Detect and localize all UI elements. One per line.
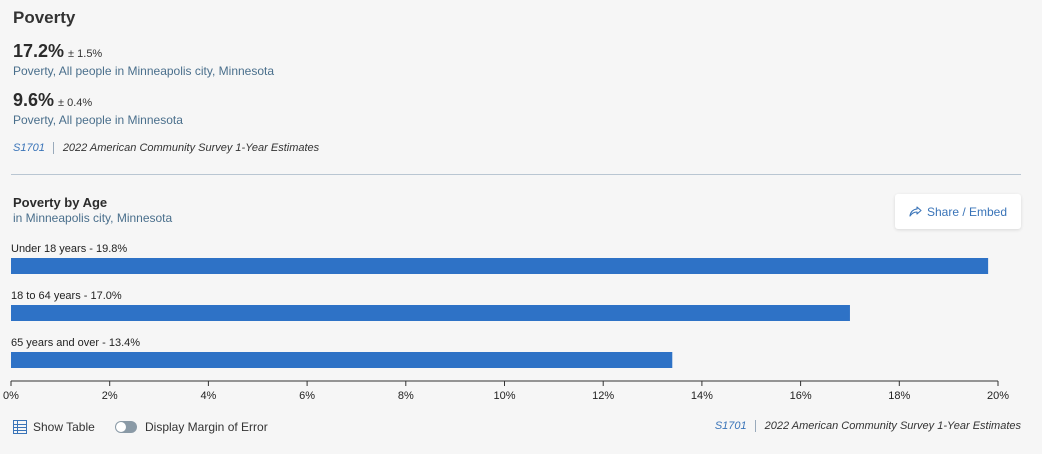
poverty-by-age-chart: Under 18 years - 19.8% 18 to 64 years - 1… [3, 243, 1009, 402]
bar[interactable] [11, 305, 850, 321]
x-tick-label: 20% [987, 390, 1009, 402]
bar[interactable] [11, 352, 673, 368]
toggle-knob [116, 422, 126, 432]
chart-subtitle[interactable]: in Minneapolis city, Minnesota [13, 211, 173, 225]
source-code-link[interactable]: S1701 [13, 142, 45, 154]
section-divider [11, 174, 1021, 175]
stat-block-city: 17.2% ± 1.5% Poverty, All people in Minn… [13, 41, 274, 78]
margin-of-error-toggle[interactable]: Display Margin of Error [115, 420, 268, 434]
x-tick-label: 2% [102, 390, 118, 402]
share-embed-button[interactable]: Share / Embed [895, 194, 1021, 229]
show-table-button[interactable]: Show Table [13, 420, 95, 434]
stat-block-state: 9.6% ± 0.4% Poverty, All people in Minne… [13, 90, 183, 127]
share-embed-label: Share / Embed [926, 204, 1008, 219]
stat-description[interactable]: Poverty, All people in Minneapolis city,… [13, 64, 275, 78]
toggle-switch[interactable] [115, 421, 137, 433]
x-tick-label: 12% [592, 390, 614, 402]
bar[interactable] [11, 258, 989, 274]
x-tick-label: 16% [790, 390, 812, 402]
share-icon [909, 206, 922, 217]
chart-source-code-link[interactable]: S1701 [714, 420, 747, 432]
section-title: Poverty [13, 8, 76, 27]
source-citation: S1701 2022 American Community Survey 1-Y… [13, 142, 319, 154]
x-tick-label: 4% [200, 390, 216, 402]
chart-source-text: 2022 American Community Survey 1-Year Es… [764, 420, 1021, 432]
stat-description[interactable]: Poverty, All people in Minnesota [13, 113, 183, 127]
x-tick-label: 10% [493, 390, 515, 402]
bar-label: Under 18 years - 19.8% [11, 243, 127, 255]
x-tick-label: 6% [299, 390, 315, 402]
bar-label: 18 to 64 years - 17.0% [11, 290, 122, 302]
table-icon [13, 420, 27, 434]
stat-moe: ± 0.4% [58, 97, 93, 109]
source-text: 2022 American Community Survey 1-Year Es… [62, 142, 320, 154]
x-tick-label: 18% [888, 390, 910, 402]
bar-label: 65 years and over - 13.4% [11, 337, 140, 349]
chart-title: Poverty by Age [13, 195, 108, 210]
show-table-label: Show Table [33, 420, 95, 434]
chart-source-citation: S1701 2022 American Community Survey 1-Y… [715, 420, 1021, 432]
stat-value: 17.2% [13, 41, 65, 61]
margin-of-error-label: Display Margin of Error [145, 420, 268, 434]
stat-value: 9.6% [13, 90, 55, 110]
source-separator [754, 420, 756, 432]
x-tick-label: 8% [398, 390, 414, 402]
x-tick-label: 14% [691, 390, 713, 402]
x-tick-label: 0% [3, 390, 19, 402]
source-separator [52, 142, 54, 154]
stat-moe: ± 1.5% [68, 48, 103, 60]
